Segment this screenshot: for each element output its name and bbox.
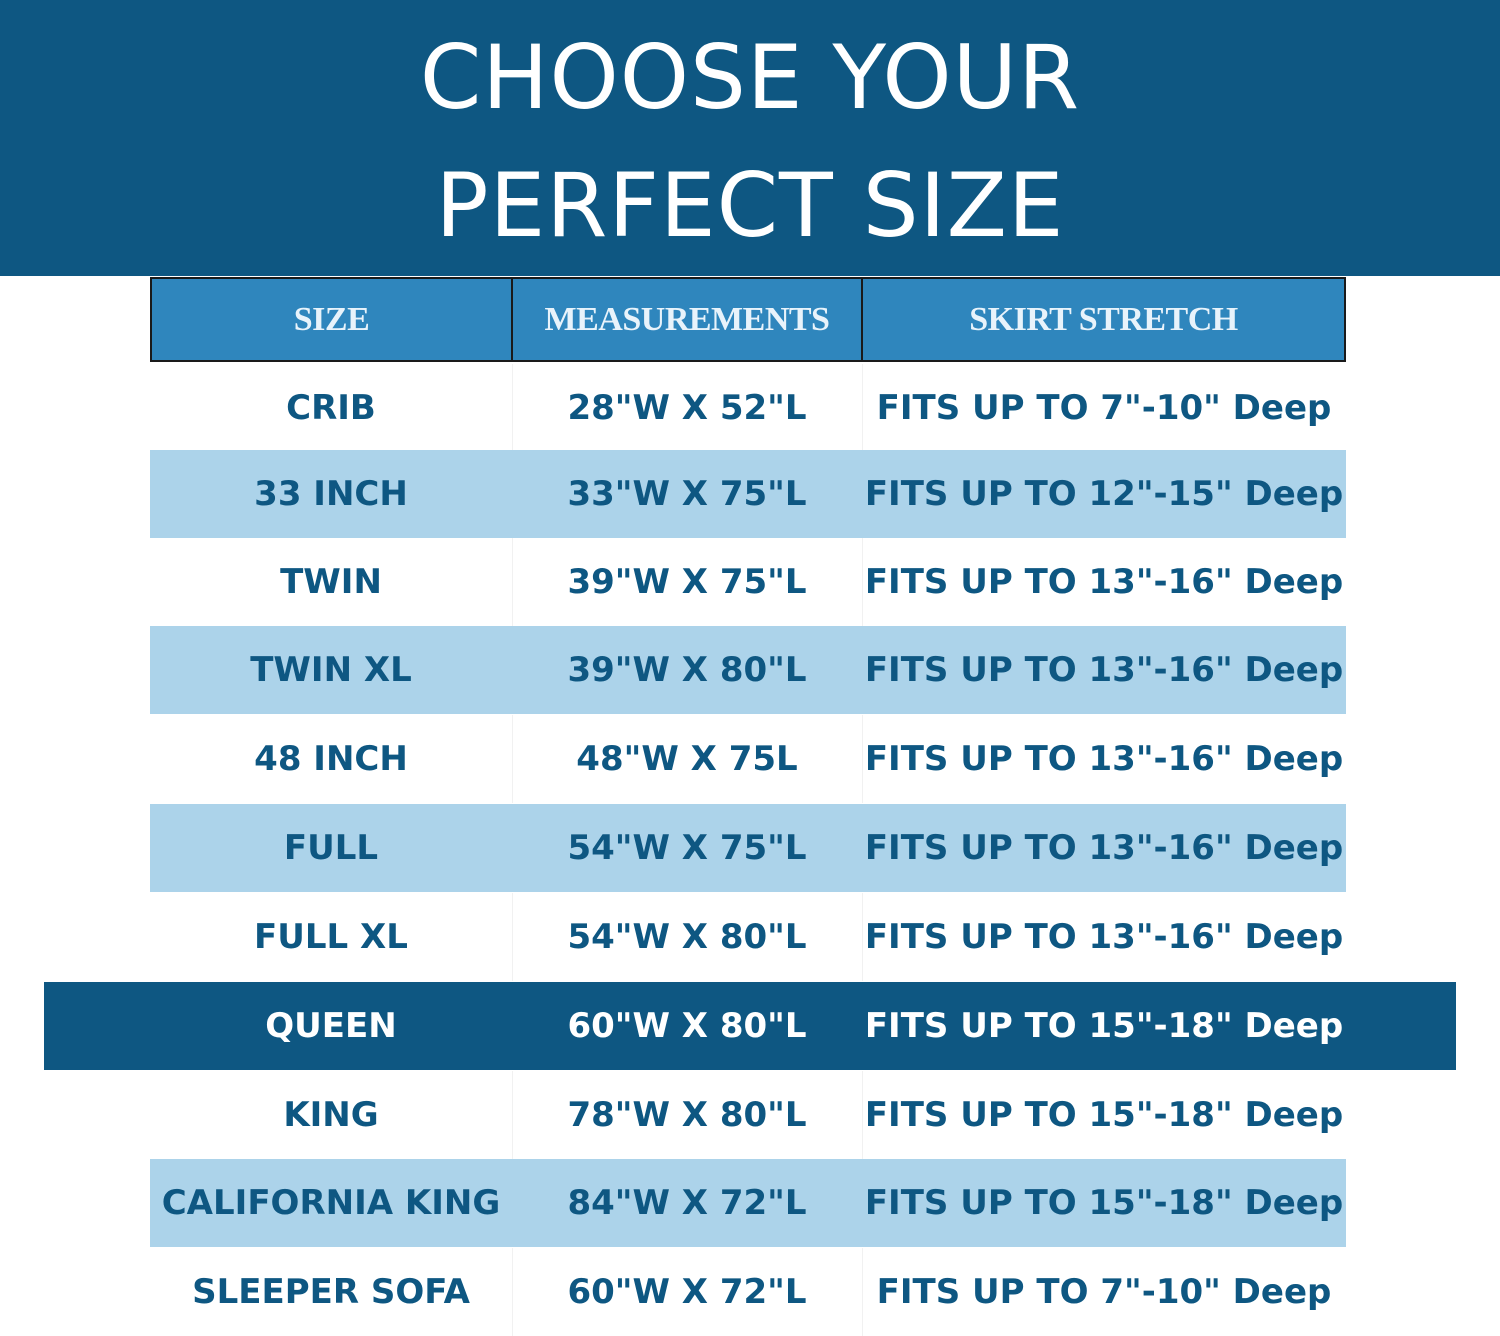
- skirt-stretch-cell: FITS UP TO 15"-18" Deep: [864, 1095, 1344, 1135]
- table-row-highlighted: QUEEN 60"W X 80"L FITS UP TO 15"-18" Dee…: [44, 982, 1456, 1070]
- measurements-cell: 78"W X 80"L: [512, 1071, 863, 1159]
- measurements-cell: 48"W X 75L: [512, 715, 863, 803]
- measurements-cell: 33"W X 75"L: [567, 474, 807, 514]
- column-header-skirt-stretch: SKIRT STRETCH: [969, 300, 1238, 338]
- page-title-line-1: CHOOSE YOUR: [419, 26, 1081, 129]
- size-cell: TWIN: [150, 538, 513, 626]
- table-row: KING 78"W X 80"L FITS UP TO 15"-18" Deep: [150, 1071, 1346, 1159]
- skirt-stretch-cell: FITS UP TO 7"-10" Deep: [876, 388, 1332, 428]
- measurements-cell: 54"W X 75"L: [567, 828, 807, 868]
- size-cell: FULL XL: [150, 893, 513, 981]
- column-header-measurements: MEASUREMENTS: [513, 279, 863, 360]
- size-cell: 48 INCH: [150, 715, 513, 803]
- skirt-stretch-cell: FITS UP TO 7"-10" Deep: [876, 1272, 1332, 1312]
- skirt-stretch-cell: FITS UP TO 15"-18" Deep: [864, 1006, 1344, 1046]
- measurements-cell: 39"W X 75"L: [512, 538, 863, 626]
- measurements-cell: 28"W X 52"L: [512, 364, 863, 452]
- measurements-cell: 84"W X 72"L: [567, 1183, 807, 1223]
- skirt-stretch-cell: FITS UP TO 13"-16" Deep: [864, 917, 1344, 957]
- title-banner: CHOOSE YOUR PERFECT SIZE: [0, 0, 1500, 276]
- size-cell: KING: [150, 1071, 513, 1159]
- table-row: FULL XL 54"W X 80"L FITS UP TO 13"-16" D…: [150, 893, 1346, 981]
- skirt-stretch-cell: FITS UP TO 12"-15" Deep: [864, 474, 1344, 514]
- table-row: CALIFORNIA KING 84"W X 72"L FITS UP TO 1…: [150, 1159, 1346, 1247]
- measurements-cell: 60"W X 80"L: [567, 1006, 807, 1046]
- table-row: SLEEPER SOFA 60"W X 72"L FITS UP TO 7"-1…: [150, 1248, 1346, 1336]
- skirt-stretch-cell: FITS UP TO 13"-16" Deep: [864, 562, 1344, 602]
- table-row: 48 INCH 48"W X 75L FITS UP TO 13"-16" De…: [150, 715, 1346, 803]
- table-row: 33 INCH 33"W X 75"L FITS UP TO 12"-15" D…: [150, 450, 1346, 538]
- column-header-size: SIZE: [152, 279, 513, 360]
- skirt-stretch-cell: FITS UP TO 13"-16" Deep: [864, 650, 1344, 690]
- measurements-cell: 54"W X 80"L: [512, 893, 863, 981]
- size-cell: CRIB: [150, 364, 513, 452]
- table-header-row: SIZE MEASUREMENTS SKIRT STRETCH: [150, 277, 1346, 362]
- skirt-stretch-cell: FITS UP TO 13"-16" Deep: [864, 739, 1344, 779]
- size-cell: TWIN XL: [250, 650, 412, 690]
- size-cell: 33 INCH: [254, 474, 408, 514]
- size-cell: QUEEN: [265, 1006, 397, 1046]
- size-cell: CALIFORNIA KING: [161, 1183, 501, 1223]
- skirt-stretch-cell: FITS UP TO 15"-18" Deep: [864, 1183, 1344, 1223]
- table-row: FULL 54"W X 75"L FITS UP TO 13"-16" Deep: [150, 804, 1346, 892]
- skirt-stretch-cell: FITS UP TO 13"-16" Deep: [864, 828, 1344, 868]
- table-row: TWIN 39"W X 75"L FITS UP TO 13"-16" Deep: [150, 538, 1346, 626]
- page-title-line-2: PERFECT SIZE: [435, 154, 1065, 257]
- table-row: CRIB 28"W X 52"L FITS UP TO 7"-10" Deep: [150, 364, 1346, 452]
- size-cell: SLEEPER SOFA: [150, 1248, 513, 1336]
- measurements-cell: 39"W X 80"L: [567, 650, 807, 690]
- size-cell: FULL: [283, 828, 379, 868]
- table-row: TWIN XL 39"W X 80"L FITS UP TO 13"-16" D…: [150, 626, 1346, 714]
- measurements-cell: 60"W X 72"L: [512, 1248, 863, 1336]
